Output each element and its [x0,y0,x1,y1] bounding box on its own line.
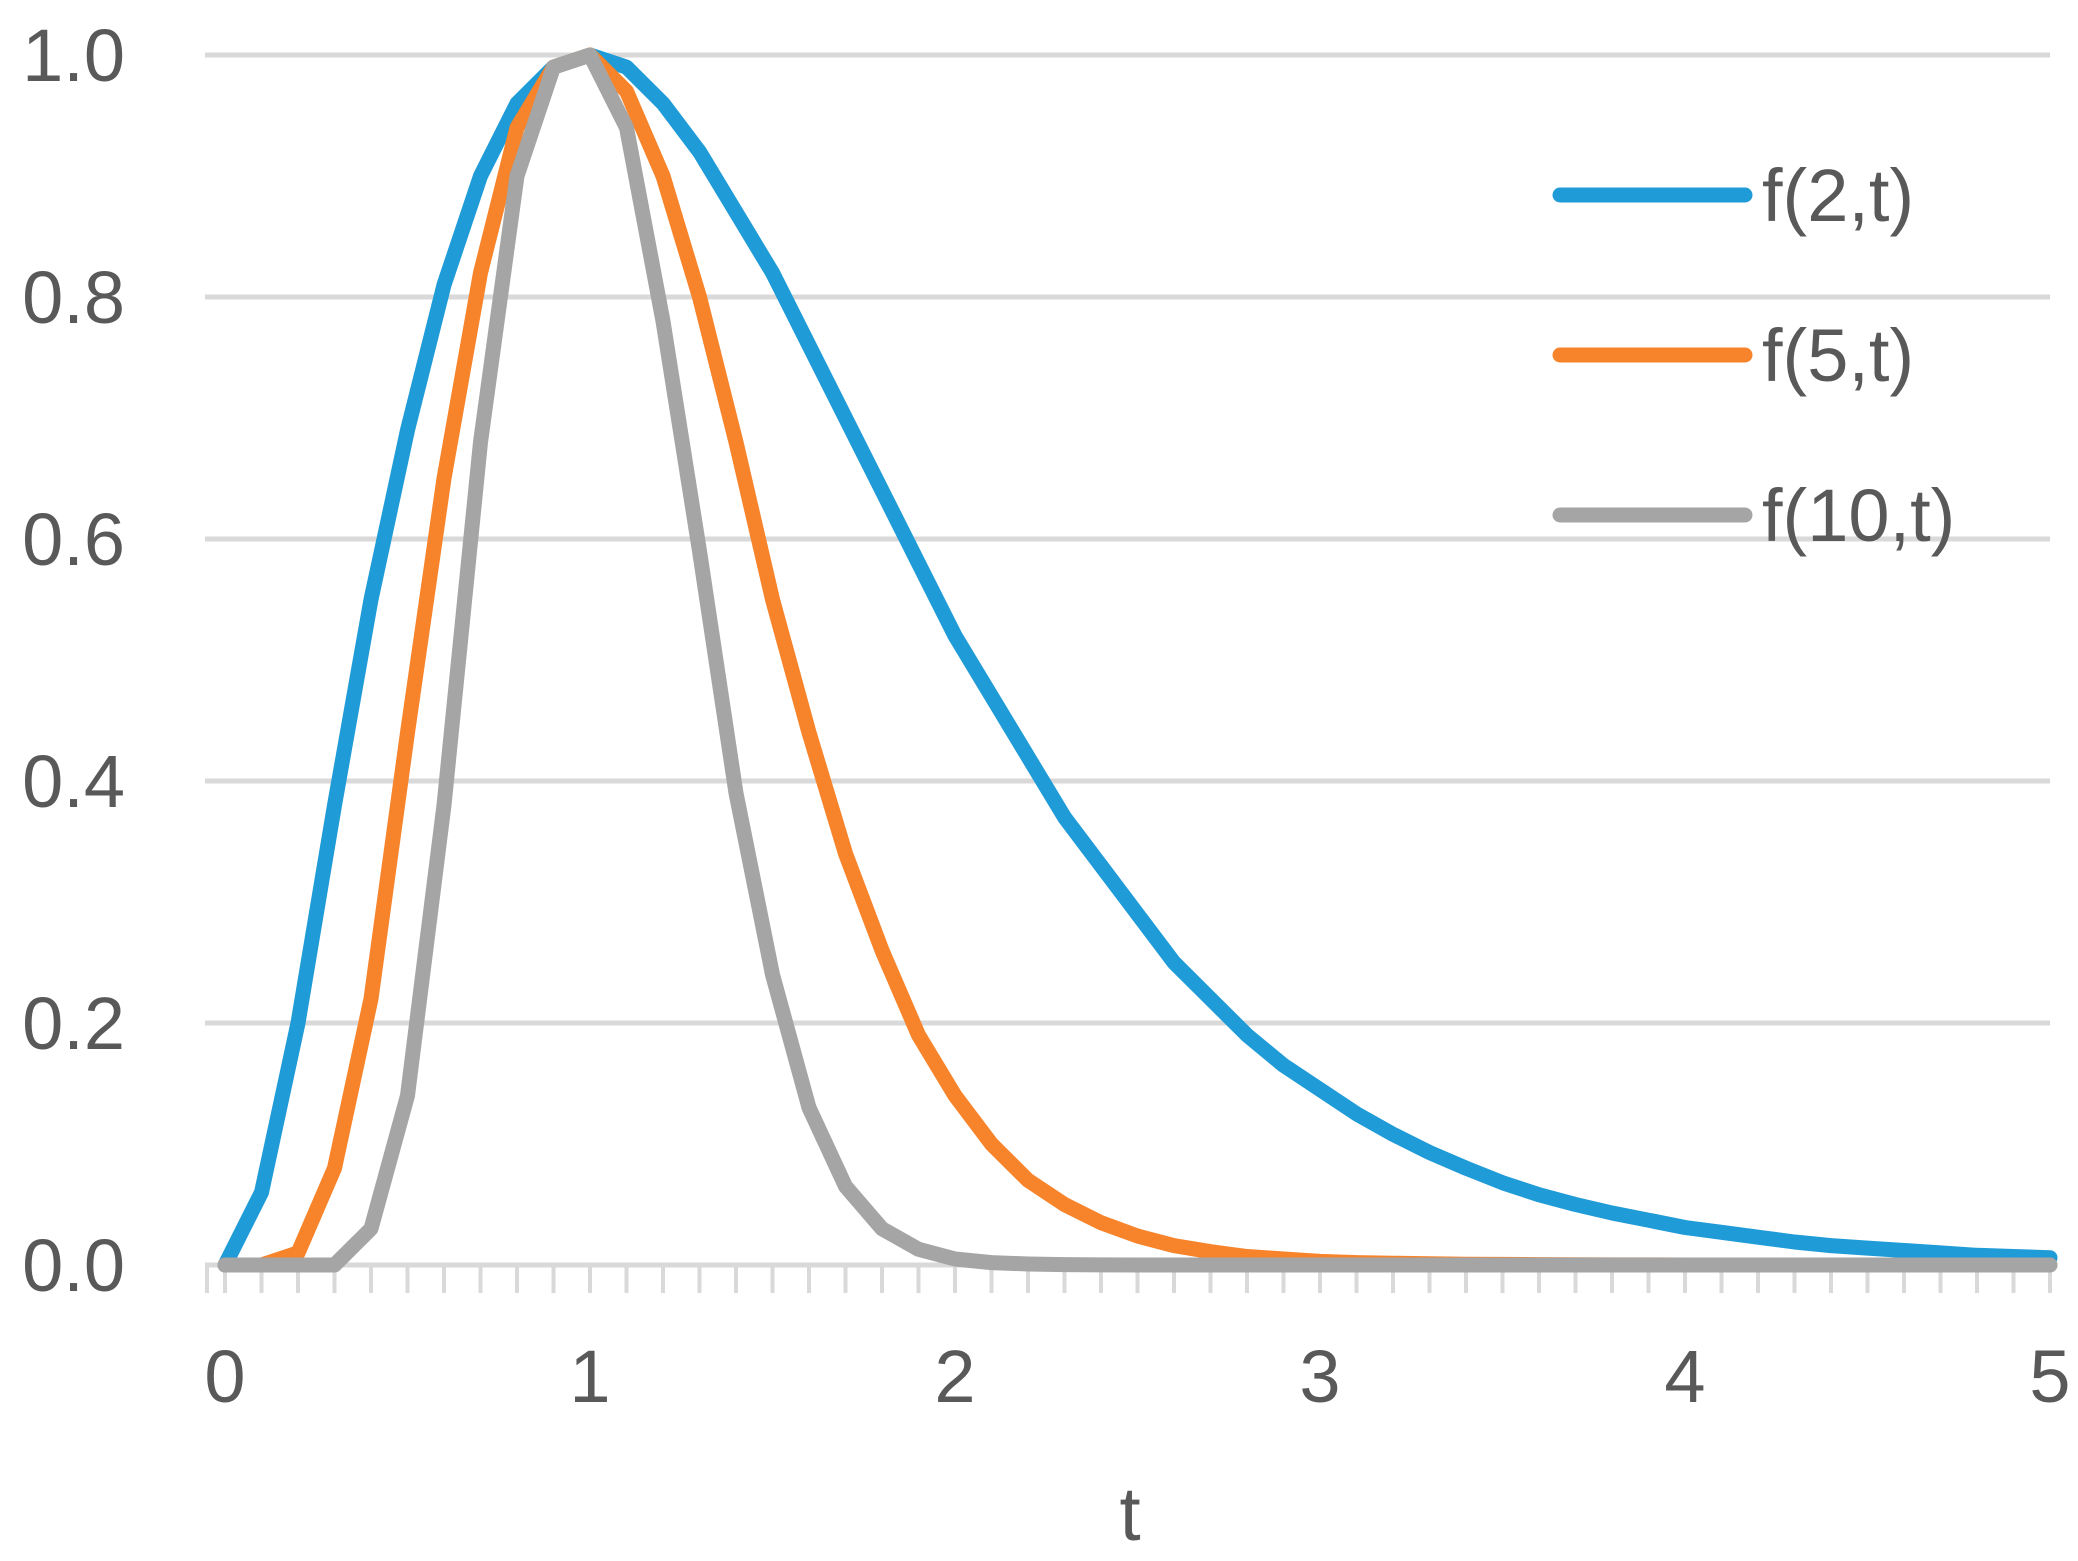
y-tick-label-0.4: 0.4 [22,740,125,823]
y-tick-label-0.2: 0.2 [22,982,125,1065]
series-lines [217,47,2058,1273]
x-tick-label-1: 1 [569,1335,610,1418]
x-tick-label-4: 4 [1664,1335,1705,1418]
x-axis-title: t [1119,1472,1140,1556]
y-tick-label-0.6: 0.6 [22,498,125,581]
x-tick-label-2: 2 [934,1335,975,1418]
y-tick-label-0.8: 0.8 [22,256,125,339]
y-axis: 0.0 0.2 0.4 0.6 0.8 1.0 [22,14,125,1307]
legend: f(2,t) f(5,t) f(10,t) [1552,154,1955,557]
x-tick-label-5: 5 [2029,1335,2070,1418]
series-line-f(10,t) [217,47,2058,1273]
legend-label-f(5,t): f(5,t) [1762,314,1914,397]
legend-label-f(10,t): f(10,t) [1762,474,1955,557]
gridlines [205,52,2050,1026]
x-tick-labels: 0 1 2 3 4 5 [204,1335,2070,1418]
y-tick-label-0.0: 0.0 [22,1224,125,1307]
x-tick-label-0: 0 [204,1335,245,1418]
legend-label-f(2,t): f(2,t) [1762,154,1914,237]
x-tick-label-3: 3 [1299,1335,1340,1418]
series-line-f(2,t) [217,47,2058,1273]
y-tick-label-1.0: 1.0 [22,14,125,97]
